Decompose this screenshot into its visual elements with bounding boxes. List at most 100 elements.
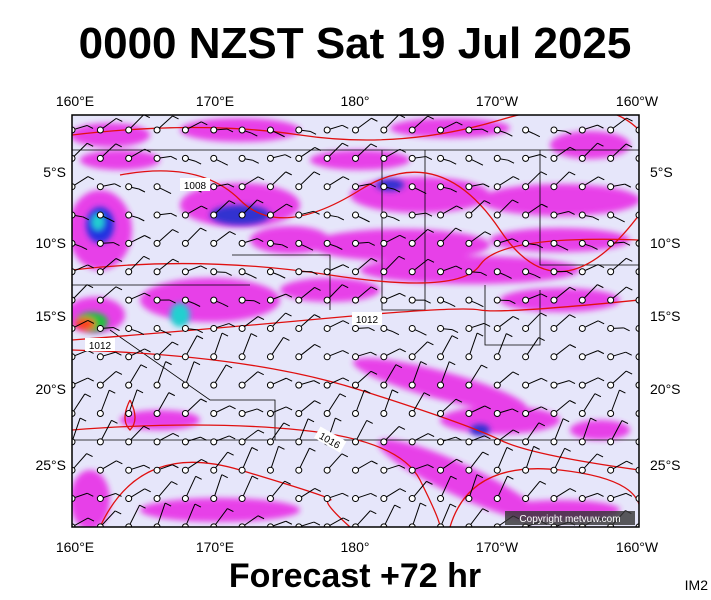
barb-flag [86,142,94,147]
barb-station [380,154,388,162]
barb-station [153,495,161,503]
barb-station [266,495,274,503]
barb-station [96,381,104,389]
barb-flag [285,171,292,176]
barb-flag [394,504,401,509]
barb-station [210,324,218,332]
barb-staff [525,312,542,329]
barb-flag [368,241,375,246]
barb-flag [309,130,317,135]
barb-station [238,495,246,503]
barb-station [323,183,331,191]
barb-flag [87,492,94,497]
barb-station [153,410,161,417]
barb-staff [610,420,623,443]
barb-station [323,211,331,219]
barb-flag [87,176,95,180]
barb-flag [425,212,433,217]
barb-station [125,381,133,389]
barb-flag [568,380,576,385]
map-frame [71,114,640,528]
barb-station [465,381,473,389]
barb-staff [383,115,400,131]
barb-station [295,495,303,503]
barb-flag [449,503,457,508]
barb-flag [626,257,633,262]
barb-station [408,211,416,219]
barb-flag [450,188,457,193]
barb-flag [136,389,144,394]
barb-station [323,353,331,361]
barb-staff [100,143,117,159]
barb-station [125,126,133,134]
barb-station [238,466,246,474]
barb-flag [227,183,235,188]
barb-flag [87,264,94,269]
barb-staff [638,412,639,414]
barb-station [578,353,586,361]
barb-flag [281,244,288,249]
barb-staff [525,446,535,471]
barb-station [408,353,416,361]
barb-flag [307,418,315,423]
barb-flag [482,451,489,456]
barb-flag [655,349,661,352]
barb-flag [395,364,403,369]
barb-staff [638,497,639,499]
barb-staff [185,227,201,244]
barb-staff [128,364,142,386]
barb-flag [455,398,463,403]
lat-label: 15°S [35,308,66,324]
barb-staff [411,502,421,527]
barb-flag [451,335,459,340]
barb-station [465,211,473,219]
barb-staff [99,510,116,527]
barb-staff [581,393,596,414]
barb-flag [506,132,513,137]
barb-flag [108,218,115,223]
barb-flag [314,400,321,405]
barb-station [352,495,359,503]
barb-staff [128,504,141,527]
barb-flag [533,133,541,138]
barb-flag [569,286,576,291]
barb-flag [200,227,207,232]
barb-station [238,324,246,332]
barb-station [210,495,218,503]
barb-flag [221,303,229,308]
barb-staff [610,389,620,414]
barb-flag [655,294,661,297]
barb-station [380,353,388,361]
barb-station [295,353,303,361]
barb-flag [597,142,604,147]
barb-station [125,438,133,446]
barb-station [323,466,331,474]
barb-station [352,183,359,191]
barb-station [522,183,530,191]
barb-flag [144,348,151,353]
barb-staff [326,284,343,301]
barb-flag [193,361,201,366]
barb-flag [314,286,321,291]
barb-flag [538,337,545,342]
barb-flag [228,200,236,205]
barb-flag [342,320,350,325]
barb-station [153,154,161,162]
barb-flag [285,312,292,317]
lon-label: 170°E [196,93,234,109]
barb-station [578,438,586,446]
barb-flag [306,246,314,251]
barb-staff [383,504,396,527]
barb-flag [226,128,234,133]
barb-station [522,268,530,276]
barb-flag [84,393,92,398]
barb-station [238,239,246,247]
barb-flag [251,475,259,480]
barb-station [352,296,359,304]
barb-staff [184,503,196,527]
barb-flag [201,459,208,463]
barb-station [238,296,246,304]
barb-staff [270,337,284,358]
barb-staff [326,142,343,159]
barb-flag [366,419,373,424]
